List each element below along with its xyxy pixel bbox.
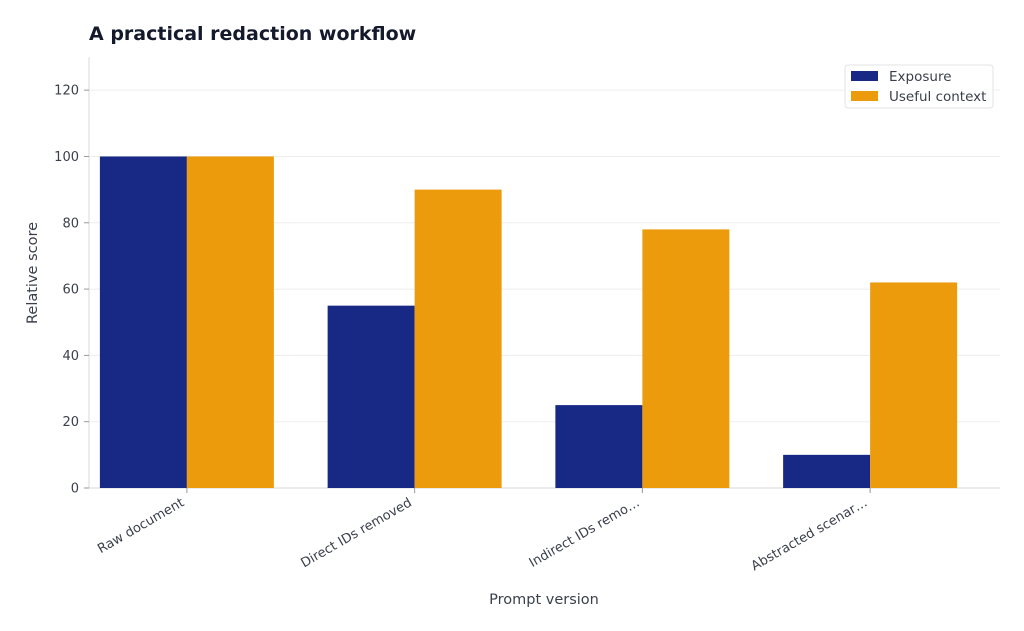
y-tick-label: 20 — [62, 415, 79, 430]
x-ticks: Raw document Direct IDs removed Indirect I… — [95, 488, 871, 574]
y-axis-label: Relative score — [25, 222, 41, 324]
x-tick-label: Raw document — [95, 495, 187, 557]
y-tick-label: 0 — [71, 482, 79, 497]
legend: Exposure Useful context — [844, 64, 994, 109]
y-tick-label: 120 — [54, 84, 79, 99]
legend-frame — [844, 64, 994, 109]
x-tick-label: Indirect IDs remo… — [527, 495, 643, 570]
bar-exposure — [555, 405, 643, 488]
bar-exposure — [99, 156, 187, 488]
legend-label-useful-context: Useful context — [889, 89, 986, 105]
bars — [99, 156, 958, 488]
legend-label-exposure: Exposure — [889, 69, 952, 85]
bar-exposure — [783, 454, 871, 488]
legend-swatch-exposure — [851, 71, 878, 81]
bar-useful-context — [642, 229, 730, 488]
x-tick-label: Abstracted scenar… — [749, 495, 870, 574]
bar-exposure — [327, 305, 415, 488]
chart-title: A practical redaction workflow — [89, 23, 416, 45]
bar-useful-context — [870, 282, 958, 488]
x-axis-label: Prompt version — [489, 592, 599, 608]
bar-useful-context — [414, 189, 502, 488]
y-ticks: 0 20 40 60 80 100 120 — [54, 84, 89, 497]
x-tick-label: Direct IDs removed — [298, 495, 414, 571]
y-tick-label: 80 — [62, 216, 79, 231]
y-tick-label: 100 — [54, 150, 79, 165]
y-tick-label: 60 — [62, 283, 79, 298]
legend-swatch-useful-context — [851, 91, 878, 101]
bar-useful-context — [186, 156, 274, 488]
y-tick-label: 40 — [62, 349, 79, 364]
